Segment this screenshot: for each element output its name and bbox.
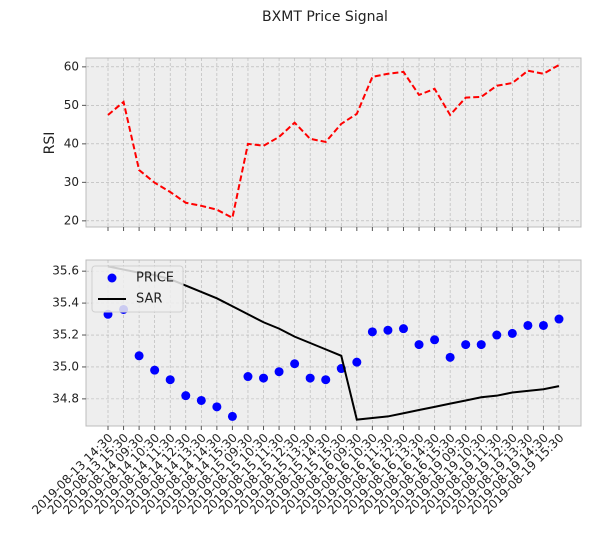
- legend-marker: [107, 273, 117, 283]
- point: [134, 351, 144, 361]
- point: [414, 340, 424, 350]
- y-tick-label: 50: [64, 98, 79, 112]
- point: [492, 330, 502, 340]
- point: [227, 411, 237, 421]
- point: [290, 359, 300, 369]
- figure-title: BXMT Price Signal: [262, 9, 388, 25]
- y-tick-label: 60: [64, 59, 79, 73]
- point: [274, 367, 284, 377]
- point: [398, 324, 408, 334]
- point: [243, 372, 253, 382]
- point: [430, 335, 440, 345]
- legend-label: PRICE: [136, 271, 174, 286]
- point: [352, 357, 362, 367]
- point: [507, 328, 517, 338]
- point: [554, 314, 564, 324]
- point: [538, 320, 548, 330]
- point: [367, 327, 377, 337]
- point: [383, 325, 393, 335]
- point: [523, 320, 533, 330]
- point: [305, 373, 315, 383]
- point: [150, 365, 160, 375]
- point: [476, 340, 486, 350]
- point: [321, 375, 331, 385]
- point: [259, 373, 269, 383]
- point: [461, 340, 471, 350]
- y-tick-label: 35.0: [52, 359, 79, 373]
- y-tick-label: 30: [64, 175, 79, 189]
- y-tick-label: 35.6: [52, 264, 79, 278]
- y-tick-label: 35.2: [52, 328, 79, 342]
- y-tick-label: 40: [64, 136, 79, 150]
- y-tick-label: 35.4: [52, 296, 79, 310]
- point: [165, 375, 175, 385]
- y-tick-label: 20: [64, 213, 79, 227]
- y-tick-label: 34.8: [52, 391, 79, 405]
- y-axis-label: RSI: [42, 132, 58, 155]
- point: [212, 402, 222, 412]
- point: [196, 395, 206, 405]
- line: [107, 64, 560, 220]
- point: [181, 391, 191, 401]
- legend-label: SAR: [136, 292, 162, 307]
- point: [445, 352, 455, 362]
